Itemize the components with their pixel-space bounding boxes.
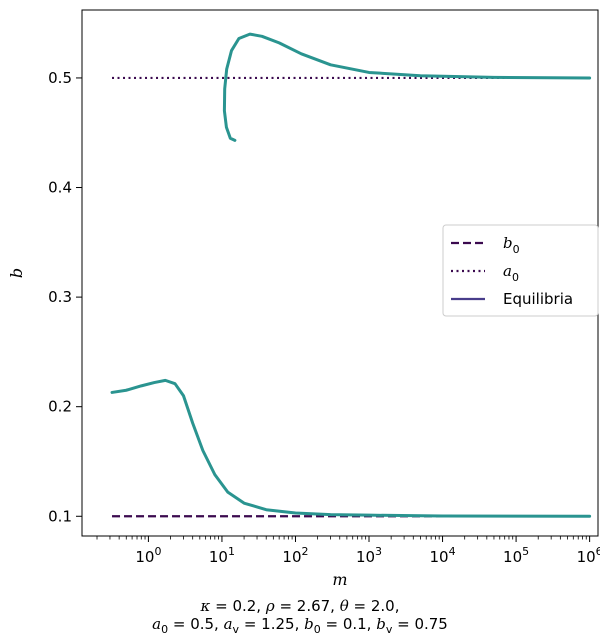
plot-area — [110, 32, 592, 518]
parameter-caption-line2: a0 = 0.5, av = 1.25, b0 = 0.1, bv = 0.75 — [152, 615, 448, 636]
legend-label-a0: a0 — [503, 262, 519, 284]
y-tick-label: 0.4 — [48, 179, 72, 197]
equilibria-branch-1 — [110, 378, 592, 518]
x-tick-label: 102 — [282, 545, 308, 566]
x-axis-ticks: 100 101 102 103 104 105 106 — [96, 536, 600, 566]
x-tick-label: 101 — [209, 545, 235, 566]
x-tick-label: 106 — [577, 545, 600, 566]
x-tick-label: 103 — [356, 545, 382, 566]
parameter-caption-line1: κ = 0.2, ρ = 2.67, θ = 2.0, — [200, 597, 400, 615]
equilibria-branch-2 — [222, 32, 592, 142]
y-axis-ticks: 0.1 0.2 0.3 0.4 0.5 — [48, 69, 82, 525]
legend-label-Equilibria: Equilibria — [503, 290, 573, 308]
x-tick-label: 100 — [135, 545, 161, 566]
y-tick-label: 0.2 — [48, 398, 72, 416]
legend-label-b0: b0 — [503, 234, 520, 256]
y-tick-label: 0.5 — [48, 69, 72, 87]
x-tick-label: 105 — [503, 545, 529, 566]
x-axis-label: m — [332, 570, 347, 589]
legend-box — [442, 224, 599, 317]
legend: b0 a0 Equilibria — [442, 224, 599, 317]
y-tick-label: 0.3 — [48, 288, 72, 306]
x-tick-label: 104 — [430, 545, 456, 566]
y-axis-label: b — [7, 268, 26, 278]
y-tick-label: 0.1 — [48, 507, 72, 525]
